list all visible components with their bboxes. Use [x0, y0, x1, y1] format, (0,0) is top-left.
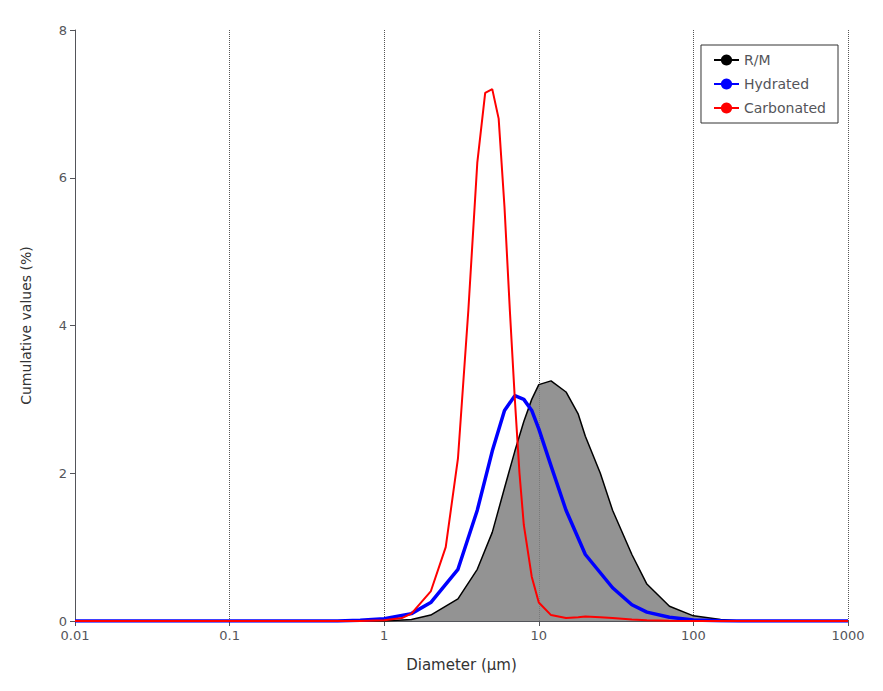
svg-text:Carbonated: Carbonated [744, 100, 826, 116]
svg-text:Hydrated: Hydrated [744, 76, 809, 92]
svg-text:R/M: R/M [744, 52, 771, 68]
svg-text:0: 0 [59, 614, 67, 629]
svg-text:1: 1 [380, 628, 388, 643]
svg-text:2: 2 [59, 466, 67, 481]
svg-text:10: 10 [531, 628, 548, 643]
svg-text:8: 8 [59, 23, 67, 38]
svg-text:0.01: 0.01 [61, 628, 90, 643]
svg-text:4: 4 [59, 318, 67, 333]
svg-text:Cumulative values (%): Cumulative values (%) [18, 246, 34, 405]
svg-text:100: 100 [681, 628, 706, 643]
svg-text:6: 6 [59, 170, 67, 185]
svg-text:Diameter (μm): Diameter (μm) [406, 656, 517, 674]
svg-text:0.1: 0.1 [219, 628, 240, 643]
svg-text:1000: 1000 [831, 628, 864, 643]
